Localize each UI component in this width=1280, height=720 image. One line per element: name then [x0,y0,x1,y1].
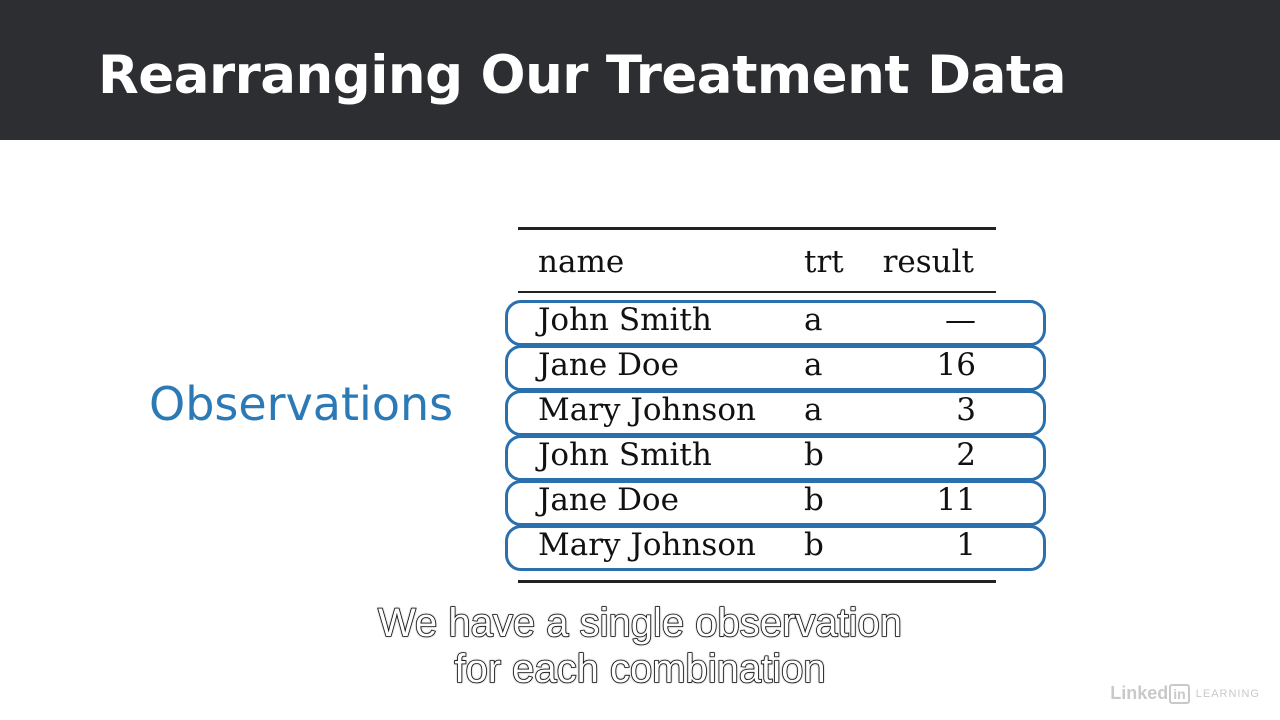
cell-result: — [945,302,976,338]
table-row: Jane Doe a 16 [505,345,1046,391]
cell-trt: b [804,437,824,473]
cell-result: 11 [936,482,976,518]
table-row: John Smith b 2 [505,435,1046,481]
cell-trt: a [804,302,823,338]
cell-name: Mary Johnson [538,527,756,563]
linkedin-learning-logo: Linked in LEARNING [1110,683,1260,704]
logo-in-badge: in [1169,683,1190,704]
table-top-rule [518,227,996,230]
table-row: Mary Johnson b 1 [505,525,1046,571]
cell-result: 1 [956,527,976,563]
observations-label: Observations [149,377,454,431]
table-row: John Smith a — [505,300,1046,346]
header-result: result [882,244,974,280]
logo-product: LEARNING [1195,687,1260,700]
caption-line-2: for each combination [454,646,827,692]
cell-trt: b [804,482,824,518]
cell-result: 3 [956,392,976,428]
cell-name: Mary Johnson [538,392,756,428]
title-bar: Rearranging Our Treatment Data [0,0,1280,140]
caption-line-1: We have a single observation [377,600,903,646]
cell-name: Jane Doe [538,482,679,518]
cell-name: John Smith [538,437,712,473]
table-row: Mary Johnson a 3 [505,390,1046,436]
cell-trt: a [804,347,823,383]
cell-result: 2 [956,437,976,473]
header-name: name [538,244,625,280]
table-bottom-rule [518,580,996,583]
header-trt: trt [804,244,844,280]
cell-result: 16 [936,347,976,383]
logo-name: Linked [1110,683,1169,703]
table-header-rule [518,291,996,293]
table-row: Jane Doe b 11 [505,480,1046,526]
video-captions: We have a single observation for each co… [0,600,1280,692]
cell-name: John Smith [538,302,712,338]
cell-name: Jane Doe [538,347,679,383]
slide-title: Rearranging Our Treatment Data [98,45,1066,106]
cell-trt: a [804,392,823,428]
cell-trt: b [804,527,824,563]
